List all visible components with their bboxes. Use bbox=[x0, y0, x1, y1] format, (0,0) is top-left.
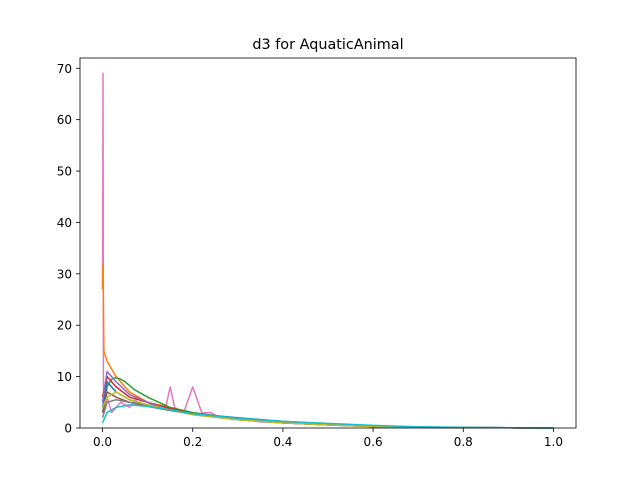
y-tick-label: 10 bbox=[57, 370, 72, 384]
chart-title: d3 for AquaticAnimal bbox=[252, 37, 403, 53]
y-tick-label: 50 bbox=[57, 165, 72, 179]
x-tick-label: 0.6 bbox=[364, 435, 383, 449]
series-lines bbox=[101, 72, 554, 429]
y-tick-label: 70 bbox=[57, 62, 72, 76]
y-axis-ticks: 0 10 20 30 40 50 60 70 bbox=[57, 62, 80, 436]
y-tick-label: 40 bbox=[57, 216, 72, 230]
x-tick-label: 1.0 bbox=[544, 435, 563, 449]
y-tick-label: 60 bbox=[57, 113, 72, 127]
y-tick-label: 0 bbox=[64, 422, 72, 436]
y-tick-label: 20 bbox=[57, 319, 72, 333]
plot-frame bbox=[79, 57, 577, 429]
x-axis-ticks: 0.0 0.2 0.4 0.6 0.8 1.0 bbox=[93, 428, 563, 449]
x-tick-label: 0.0 bbox=[93, 435, 112, 449]
x-tick-label: 0.2 bbox=[183, 435, 202, 449]
series-line-10 bbox=[101, 404, 554, 429]
y-tick-label: 30 bbox=[57, 267, 72, 281]
x-tick-label: 0.8 bbox=[454, 435, 473, 449]
x-tick-label: 0.4 bbox=[273, 435, 292, 449]
